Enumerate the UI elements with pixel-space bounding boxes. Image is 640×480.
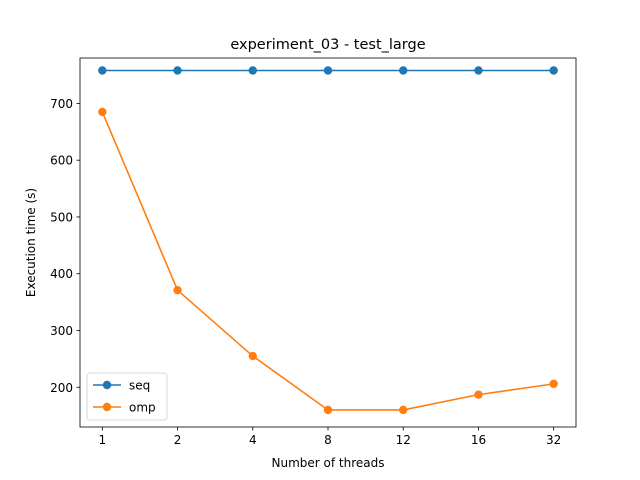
x-tick-label: 12 <box>396 433 411 447</box>
y-tick-label: 200 <box>50 381 73 395</box>
series-seq <box>98 66 558 75</box>
series-omp <box>98 107 558 415</box>
x-tick-label: 1 <box>98 433 106 447</box>
x-axis: 1 2 4 8 12 16 32 <box>98 427 561 447</box>
data-point-omp <box>549 379 558 389</box>
data-point-omp <box>98 107 107 117</box>
data-point-seq <box>399 66 408 75</box>
data-point-seq <box>248 66 257 75</box>
legend-item-seq: seq <box>93 379 150 393</box>
x-tick-label: 32 <box>546 433 561 447</box>
y-tick-label: 400 <box>50 267 73 281</box>
x-axis-label: Number of threads <box>272 456 385 470</box>
data-point-omp <box>399 405 408 415</box>
x-tick-label: 2 <box>174 433 182 447</box>
y-axis: 200 300 400 500 600 700 <box>50 97 80 395</box>
legend: seq omp <box>86 372 168 421</box>
x-tick-label: 8 <box>324 433 332 447</box>
y-tick-label: 600 <box>50 154 73 168</box>
legend-item-omp: omp <box>93 401 156 415</box>
x-tick-label: 16 <box>471 433 486 447</box>
series-layer <box>98 66 558 415</box>
data-point-seq <box>323 66 333 75</box>
legend-label: seq <box>129 379 150 393</box>
data-point-omp <box>248 351 257 361</box>
plot-area <box>80 58 576 427</box>
plot-background <box>80 58 576 427</box>
y-axis-label: Execution time (s) <box>24 188 38 297</box>
data-point-seq <box>98 66 107 75</box>
legend-label: omp <box>129 401 156 415</box>
legend-swatch-marker <box>102 402 112 412</box>
data-point-omp <box>474 390 483 399</box>
y-tick-label: 300 <box>50 324 73 338</box>
legend-swatch-marker <box>102 380 112 390</box>
data-point-omp <box>173 285 182 295</box>
chart-title: experiment_03 - test_large <box>230 37 425 53</box>
data-point-seq <box>173 66 182 75</box>
data-point-seq <box>474 66 483 75</box>
y-tick-label: 500 <box>50 210 73 224</box>
x-tick-label: 4 <box>249 433 257 447</box>
data-point-seq <box>549 66 558 75</box>
y-tick-label: 700 <box>50 97 73 111</box>
data-point-omp <box>323 405 333 415</box>
